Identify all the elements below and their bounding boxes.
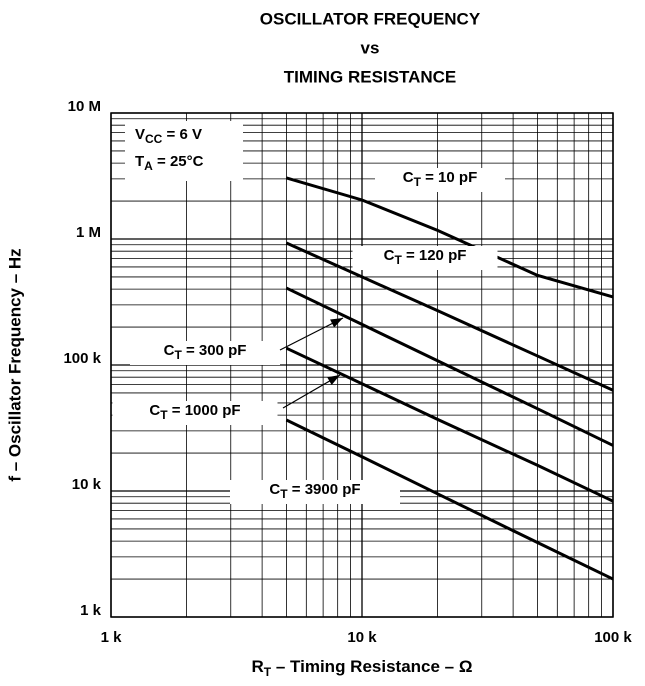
series-label: CT = 3900 pF [269,481,360,501]
x-axis-label: RT – Timing Resistance – Ω [252,657,473,679]
y-tick-label: 100 k [63,350,101,367]
arrow-head [330,318,343,328]
arrow-head [327,375,340,385]
label-box [352,246,498,270]
x-tick-label: 1 k [101,629,123,646]
chart-title: TIMING RESISTANCE [284,67,457,86]
annotation: VCC = 6 V [135,126,202,146]
annotation-box [125,121,243,181]
x-tick-label: 100 k [594,629,632,646]
label-box [112,401,278,425]
y-tick-label: 10 k [72,476,102,493]
label-box [375,168,505,192]
label-box [230,480,400,504]
chart-title: OSCILLATOR FREQUENCY [260,9,481,28]
x-tick-label: 10 k [347,629,377,646]
y-tick-label: 1 M [76,224,101,241]
series-line [285,346,614,503]
y-tick-label: 10 M [68,98,101,115]
plot-frame [110,112,614,618]
chart-title: vs [361,38,380,57]
label-box [130,341,280,365]
series-line [286,176,614,299]
series-label: CT = 300 pF [164,342,247,362]
series-line [285,241,614,392]
series-line [285,286,614,447]
series-label: CT = 120 pF [384,247,467,267]
annotation: TA = 25°C [135,153,204,173]
y-tick-label: 1 k [80,602,102,619]
y-axis-label: f – Oscillator Frequency – Hz [5,248,24,481]
series-label: CT = 10 pF [403,169,477,189]
series-line [285,418,614,581]
series-label: CT = 1000 pF [149,402,240,422]
